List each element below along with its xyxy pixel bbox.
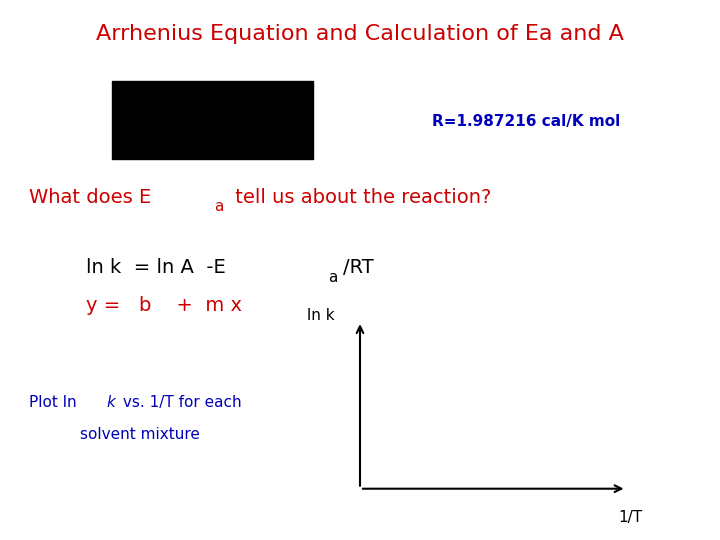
Text: tell us about the reaction?: tell us about the reaction? — [229, 187, 491, 207]
Text: solvent mixture: solvent mixture — [81, 427, 200, 442]
Text: Plot ln: Plot ln — [29, 395, 81, 410]
Text: k: k — [107, 395, 115, 410]
Text: vs. 1/T for each: vs. 1/T for each — [118, 395, 242, 410]
Text: y =   b    +  m x: y = b + m x — [86, 295, 243, 315]
Text: a: a — [328, 269, 338, 285]
Text: 1/T: 1/T — [618, 510, 642, 525]
Text: R=1.987216 cal/K mol: R=1.987216 cal/K mol — [432, 114, 620, 129]
Bar — [112, 81, 313, 159]
Text: a: a — [215, 199, 224, 214]
Text: What does E: What does E — [29, 187, 151, 207]
Text: ln k: ln k — [307, 308, 335, 323]
Text: Arrhenius Equation and Calculation of Ea and A: Arrhenius Equation and Calculation of Ea… — [96, 24, 624, 44]
Text: /RT: /RT — [343, 258, 374, 277]
Text: ln k  = ln A  -E: ln k = ln A -E — [86, 258, 226, 277]
